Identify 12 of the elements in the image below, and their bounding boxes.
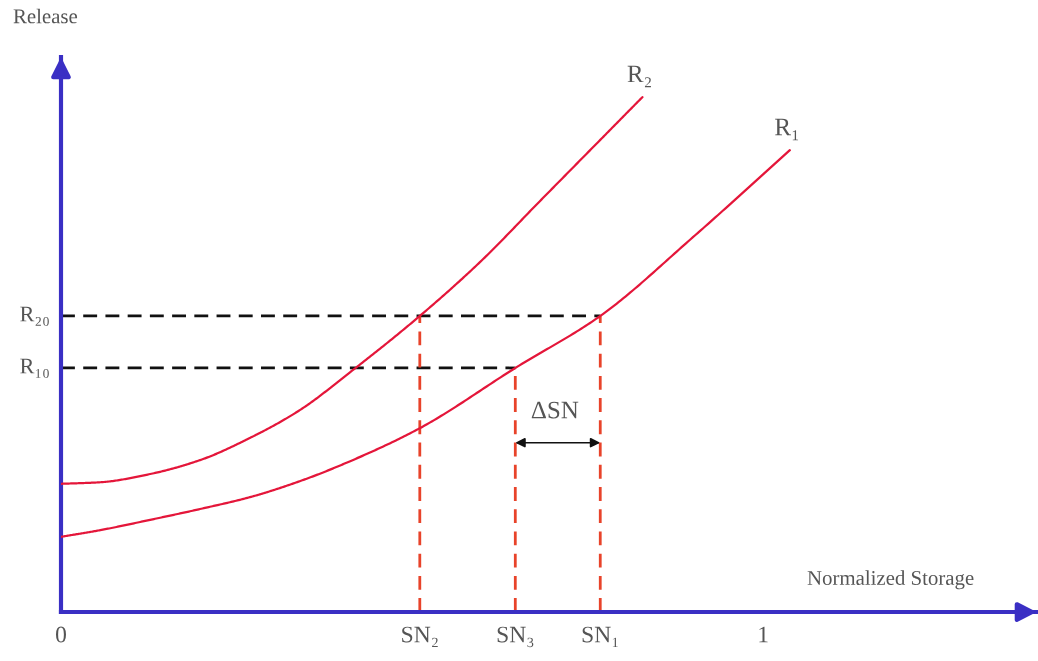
- x-tick-label: SN₃: [497, 626, 534, 648]
- series-label: R₂₀: [20, 306, 49, 326]
- x-tick-label: 0: [56, 626, 66, 643]
- y-axis-title: Release: [13, 8, 78, 24]
- annotation: ΔSN: [531, 401, 579, 419]
- series-label: R₁₀: [20, 358, 49, 378]
- series-label: R₁: [775, 118, 799, 141]
- series-label: R₂: [627, 65, 651, 88]
- x-tick-label: SN₂: [402, 626, 438, 648]
- x-axis-title: Normalized Storage: [807, 570, 974, 590]
- x-tick-label: SN₁: [582, 626, 618, 647]
- x-tick-label: 1: [759, 626, 768, 643]
